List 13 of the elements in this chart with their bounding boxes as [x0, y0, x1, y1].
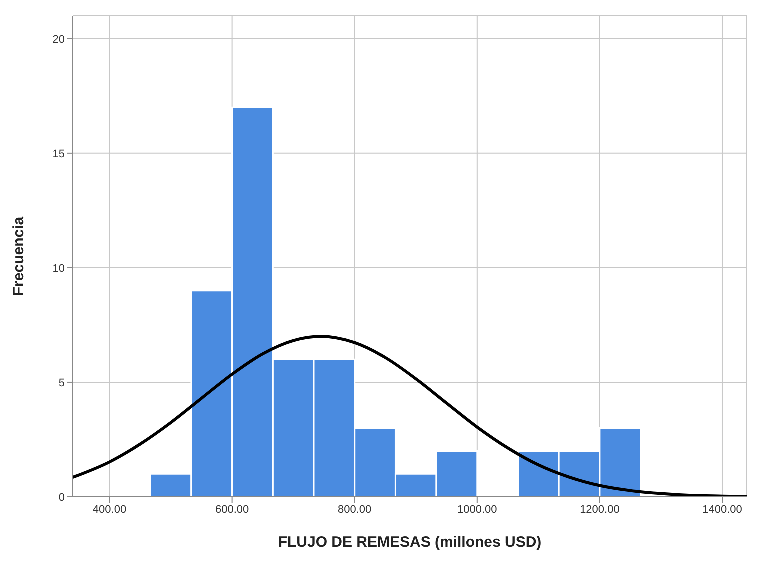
x-tick-label: 800.00	[338, 504, 372, 516]
y-tick-label: 0	[58, 492, 65, 504]
x-tick-label: 1200.00	[580, 504, 620, 516]
y-tick-label: 20	[52, 34, 65, 46]
x-tick-label: 1000.00	[458, 504, 498, 516]
y-axis-title: Frecuencia	[10, 216, 28, 296]
x-axis-title: FLUJO DE REMESAS (millones USD)	[278, 534, 542, 551]
y-tick-label: 5	[58, 377, 65, 390]
y-tick-label: 15	[52, 148, 65, 160]
x-tick-label: 400.00	[92, 504, 127, 516]
x-tick-label: 600.00	[215, 504, 250, 516]
y-tick-label: 10	[52, 262, 65, 275]
x-tick-label: 1400.00	[702, 504, 742, 516]
